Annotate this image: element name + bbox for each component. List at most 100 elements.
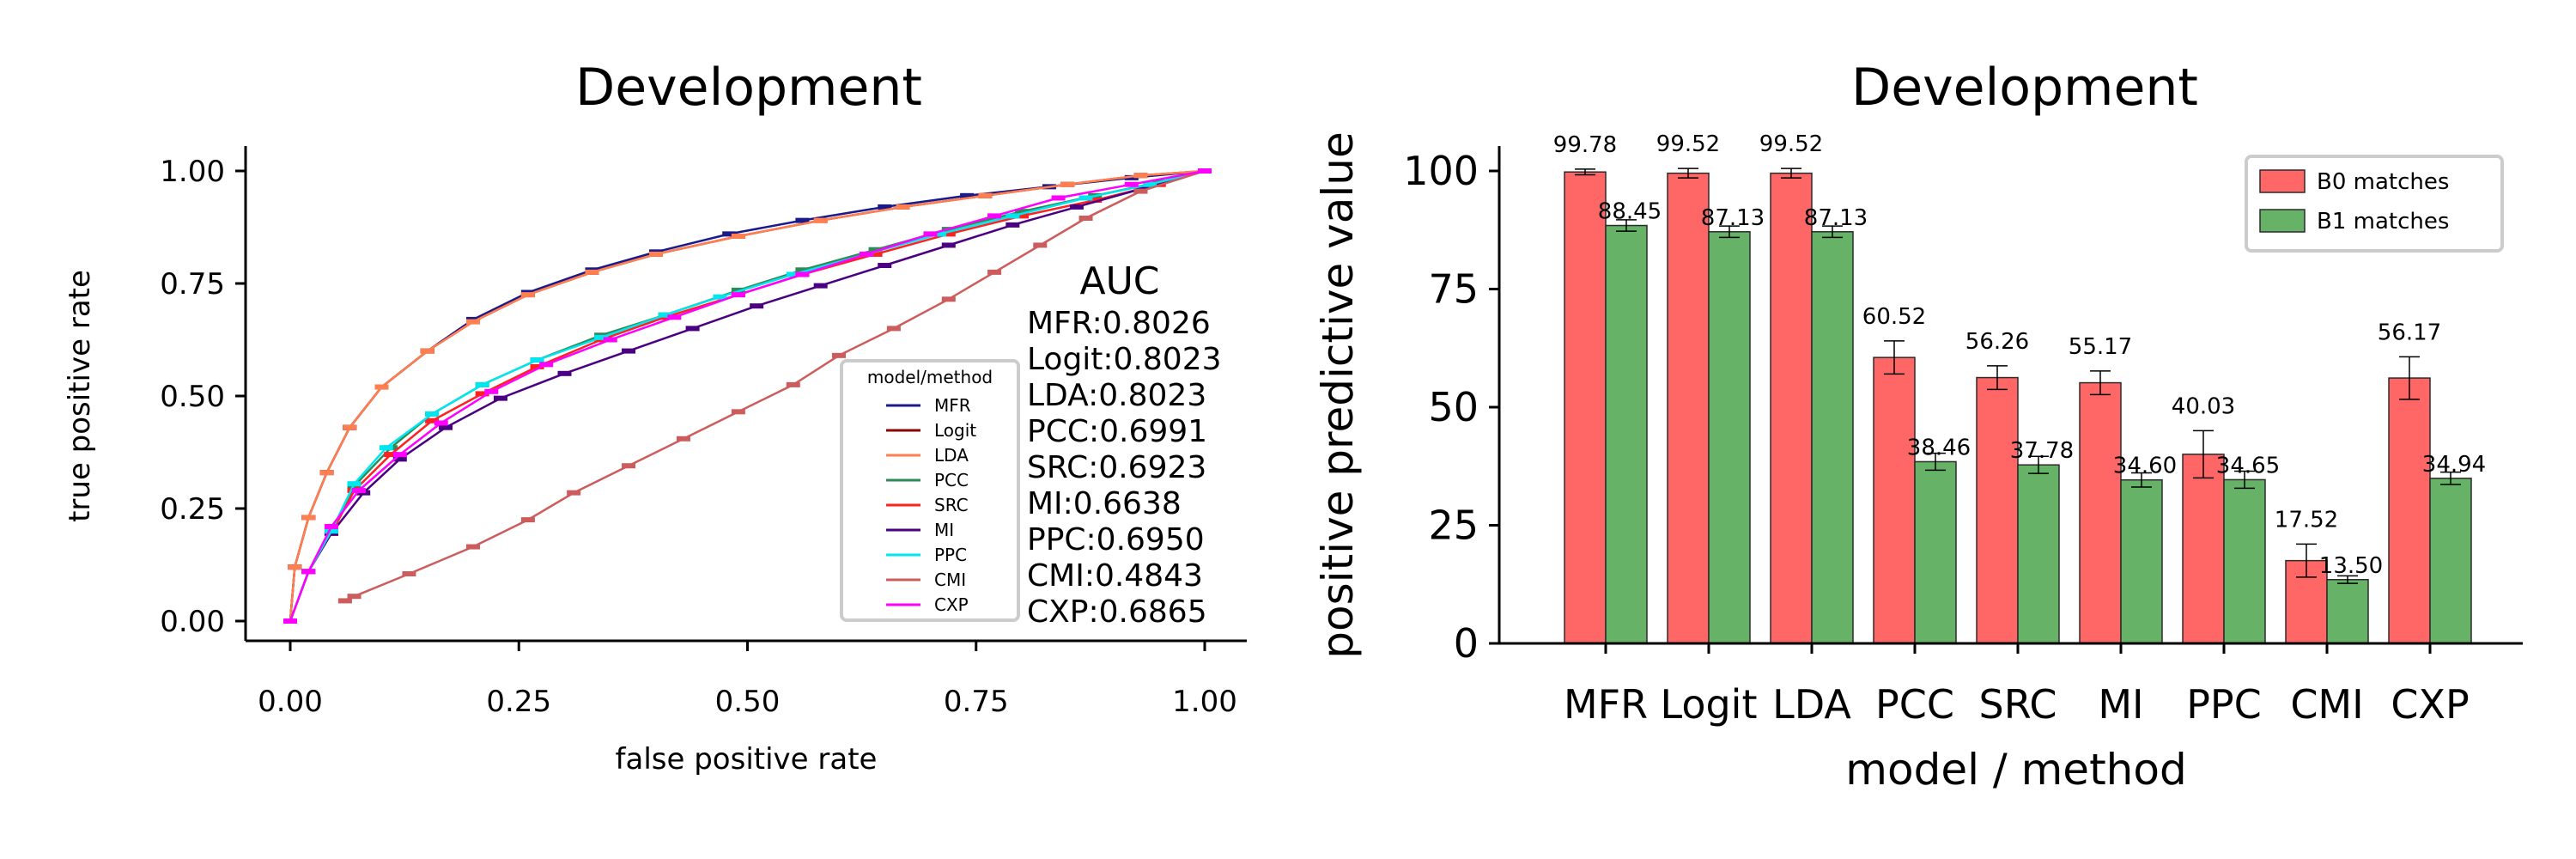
bar-ticks: 0 25 50 75 100 MFR Logit LDA PCC SRC MI PPC CMI CXP xyxy=(1403,148,2470,728)
roc-point xyxy=(1051,195,1066,201)
roc-point xyxy=(520,292,535,298)
roc-point xyxy=(731,292,745,298)
roc-point xyxy=(878,204,892,210)
roc-legend: model/method MFR Logit LDA PCC SRC MI PPC CMI CX… xyxy=(840,359,1020,622)
roc-x-tick-label: 1.00 xyxy=(1172,685,1237,719)
roc-legend-label: LDA xyxy=(934,445,969,466)
bar-x-tick-label: CMI xyxy=(2290,681,2363,728)
roc-legend-label: PCC xyxy=(934,470,969,490)
bar-x-tick-label: CXP xyxy=(2391,681,2469,728)
roc-point xyxy=(978,192,993,198)
auc-label: CMI:0.4843 xyxy=(1027,558,1203,594)
bar xyxy=(1667,172,1710,644)
roc-point xyxy=(1033,242,1048,248)
roc-point xyxy=(343,424,357,430)
auc-label: SRC:0.6923 xyxy=(1027,450,1206,485)
bar-value-label: 87.13 xyxy=(1804,205,1868,231)
roc-point xyxy=(731,409,745,415)
roc-point xyxy=(1005,222,1020,228)
auc-title: AUC xyxy=(1079,259,1159,303)
bar xyxy=(1873,356,1916,644)
roc-point xyxy=(1088,198,1103,204)
bar xyxy=(2182,454,2225,644)
roc-point xyxy=(786,381,800,387)
roc-point xyxy=(351,488,366,494)
roc-point xyxy=(868,247,883,253)
roc-point xyxy=(425,411,440,417)
roc-point xyxy=(923,231,938,237)
roc-legend-label: MFR xyxy=(934,395,971,416)
roc-point xyxy=(384,452,398,458)
roc-point xyxy=(987,213,1002,219)
roc-point xyxy=(795,267,810,273)
roc-point xyxy=(750,303,764,309)
roc-series-ppc xyxy=(283,168,1212,624)
roc-line-mi xyxy=(289,169,1206,622)
bar-group: 99.52 xyxy=(1759,131,1823,644)
roc-legend-label: PPC xyxy=(934,545,967,565)
roc-point xyxy=(402,570,416,576)
roc-plot-area xyxy=(283,168,1212,624)
bar-group: 87.13 xyxy=(1701,205,1765,644)
auc-label: PCC:0.6991 xyxy=(1027,414,1207,449)
bar xyxy=(2388,377,2431,644)
roc-legend-items: MFR Logit LDA PCC SRC MI PPC CMI CXP xyxy=(886,395,976,615)
bar-chart-title: Development xyxy=(1851,58,2198,118)
bar-group: 34.60 xyxy=(2113,454,2177,644)
roc-point xyxy=(941,242,956,248)
roc-point xyxy=(667,314,682,320)
bar xyxy=(2429,478,2472,644)
bar-group: 38.46 xyxy=(1907,435,1971,644)
roc-point xyxy=(484,388,499,394)
roc-legend-title: model/method xyxy=(867,367,993,387)
roc-point xyxy=(603,337,617,343)
roc-point xyxy=(731,233,745,239)
roc-line-lda xyxy=(289,169,1206,622)
roc-x-axis-label: false positive rate xyxy=(616,742,878,777)
bar-group: 55.17 xyxy=(2069,334,2132,644)
roc-point xyxy=(622,463,636,469)
roc-x-tick-label: 0.25 xyxy=(486,685,551,719)
roc-y-tick-label: 1.00 xyxy=(160,155,225,189)
roc-y-tick-label: 0.25 xyxy=(160,492,225,527)
roc-point xyxy=(324,523,338,529)
roc-point xyxy=(1015,209,1029,215)
auc-label: MFR:0.8026 xyxy=(1027,306,1211,341)
roc-point xyxy=(795,271,810,277)
roc-point xyxy=(1015,213,1029,219)
bar xyxy=(2223,478,2266,644)
roc-point xyxy=(987,269,1002,275)
roc-line-cmi xyxy=(344,169,1206,602)
roc-point xyxy=(392,452,407,458)
roc-point xyxy=(658,312,672,318)
bar-value-label: 34.60 xyxy=(2113,454,2177,479)
roc-point xyxy=(813,283,828,289)
bar xyxy=(1811,231,1854,644)
roc-line-src xyxy=(289,169,1206,622)
bar-x-tick-label: PPC xyxy=(2186,681,2262,728)
bar-group: 99.78 xyxy=(1553,132,1617,644)
roc-point xyxy=(1005,213,1020,219)
bar xyxy=(2326,579,2369,644)
bar-x-tick-label: MFR xyxy=(1564,681,1648,728)
bar-value-label: 40.03 xyxy=(2172,393,2235,419)
roc-point xyxy=(868,251,883,257)
roc-point xyxy=(283,618,297,624)
bar-value-label: 17.52 xyxy=(2275,507,2338,533)
roc-point xyxy=(1078,216,1093,222)
bar xyxy=(2079,381,2122,644)
roc-point xyxy=(493,395,507,401)
bar xyxy=(2017,464,2060,644)
roc-series-cxp xyxy=(283,168,1212,624)
bar-x-axis-label: model / method xyxy=(1845,745,2186,795)
roc-point xyxy=(324,528,338,534)
roc-point xyxy=(379,445,393,451)
roc-point xyxy=(1143,181,1157,187)
roc-point xyxy=(832,352,846,358)
roc-x-tick-label: 0.00 xyxy=(258,685,323,719)
roc-point xyxy=(392,456,407,462)
bar xyxy=(1770,172,1813,644)
roc-y-axis-label: true positive rate xyxy=(63,270,97,522)
bar xyxy=(1564,171,1607,644)
bar-value-label: 99.78 xyxy=(1553,132,1617,158)
